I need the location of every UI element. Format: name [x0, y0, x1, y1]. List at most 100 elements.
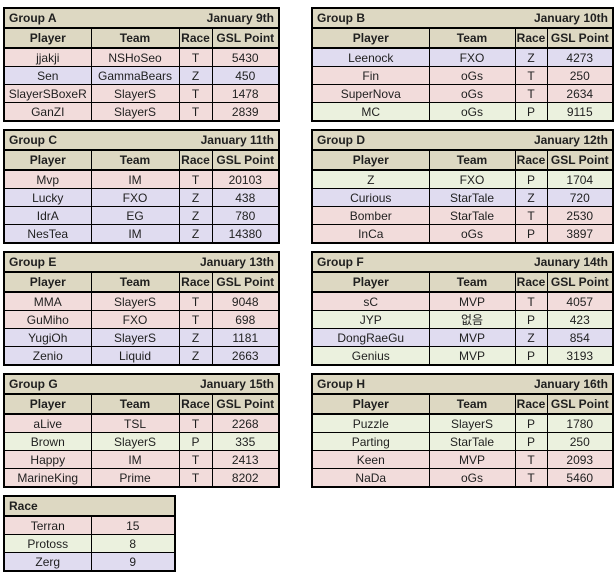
group-name: Group E [9, 255, 57, 269]
team-cell: TSL [90, 413, 180, 433]
group-title-row: Group H January 16th [311, 373, 614, 395]
race-cell: P [514, 310, 548, 329]
gsl-point-cell: 2839 [211, 102, 280, 122]
column-header-team: Team [90, 27, 180, 49]
player-cell: MarineKing [3, 468, 92, 488]
race-cell: T [178, 84, 213, 103]
table-row: YugiOh SlayerS Z 1181 [3, 328, 280, 347]
column-header-team: Team [428, 149, 516, 171]
column-header-team: Team [90, 149, 180, 171]
column-header-row: Player Team Race GSL Point [311, 393, 614, 415]
column-header-player: Player [3, 27, 92, 49]
race-summary-title: Race [9, 499, 38, 513]
player-cell: Curious [311, 188, 430, 207]
team-cell: Prime [90, 468, 180, 488]
player-cell: SuperNova [311, 84, 430, 103]
race-cell: T [514, 291, 548, 311]
player-cell: NaDa [311, 468, 430, 488]
gsl-point-cell: 5430 [211, 47, 280, 67]
race-cell: P [514, 413, 548, 433]
player-cell: Mvp [3, 169, 92, 189]
gsl-point-cell: 2634 [546, 84, 614, 103]
player-cell: YugiOh [3, 328, 92, 347]
team-cell: SlayerS [90, 328, 180, 347]
player-cell: Genius [311, 346, 430, 366]
player-cell: Lucky [3, 188, 92, 207]
race-cell: T [514, 84, 548, 103]
column-header-row: Player Team Race GSL Point [3, 271, 280, 293]
gsl-point-cell: 14380 [211, 224, 280, 244]
column-header-team: Team [90, 393, 180, 415]
group-date: January 11th [200, 133, 274, 147]
table-row: Zenio Liquid Z 2663 [3, 346, 280, 366]
gsl-point-cell: 8202 [211, 468, 280, 488]
table-row: Leenock FXO Z 4273 [311, 47, 614, 67]
player-cell: Parting [311, 432, 430, 451]
gsl-point-cell: 3193 [546, 346, 614, 366]
race-cell: Z [514, 47, 548, 67]
race-cell: T [178, 47, 213, 67]
gsl-point-cell: 720 [546, 188, 614, 207]
table-row: Zerg 9 [3, 552, 176, 572]
race-cell: P [514, 169, 548, 189]
race-cell: T [178, 310, 213, 329]
gsl-point-cell: 1181 [211, 328, 280, 347]
player-cell: NesTea [3, 224, 92, 244]
count-cell: 15 [90, 515, 176, 535]
race-cell: Z [178, 206, 213, 225]
table-row: Genius MVP P 3193 [311, 346, 614, 366]
gsl-point-cell: 698 [211, 310, 280, 329]
group-name: Group B [317, 11, 365, 25]
team-cell: NSHoSeo [90, 47, 180, 67]
table-row: Parting StarTale P 250 [311, 432, 614, 451]
race-name-cell: Zerg [3, 552, 92, 572]
group-date: January 12th [533, 133, 608, 147]
group-g-table: Group G January 15th Player Team Race GS… [3, 373, 280, 488]
group-title-row: Group A January 9th [3, 7, 280, 29]
column-header-gsl-point: GSL Point [211, 149, 280, 171]
race-cell: Z [178, 224, 213, 244]
column-header-race: Race [178, 271, 213, 293]
gsl-point-cell: 250 [546, 432, 614, 451]
team-cell: StarTale [428, 206, 516, 225]
gsl-point-cell: 780 [211, 206, 280, 225]
team-cell: GammaBears [90, 66, 180, 85]
gsl-point-cell: 250 [546, 66, 614, 85]
team-cell: oGs [428, 66, 516, 85]
race-summary-title-cell: Race [3, 495, 176, 517]
gsl-point-cell: 4273 [546, 47, 614, 67]
column-header-race: Race [178, 27, 213, 49]
column-header-player: Player [3, 149, 92, 171]
group-title-cell: Group G January 15th [3, 373, 280, 395]
group-date: January 15th [199, 377, 274, 391]
player-cell: JYP [311, 310, 430, 329]
column-header-race: Race [178, 149, 213, 171]
column-header-race: Race [514, 393, 548, 415]
race-cell: T [514, 66, 548, 85]
gsl-point-cell: 20103 [211, 169, 280, 189]
table-row: Z FXO P 1704 [311, 169, 614, 189]
gsl-point-cell: 3897 [546, 224, 614, 244]
player-cell: Puzzle [311, 413, 430, 433]
group-title-row: Group D January 12th [311, 129, 614, 151]
team-cell: 없음 [428, 310, 516, 329]
team-cell: FXO [90, 310, 180, 329]
team-cell: MVP [428, 291, 516, 311]
player-cell: Brown [3, 432, 92, 451]
race-cell: T [178, 169, 213, 189]
table-row: Protoss 8 [3, 534, 176, 553]
column-header-row: Player Team Race GSL Point [311, 149, 614, 171]
table-row: MMA SlayerS T 9048 [3, 291, 280, 311]
column-header-row: Player Team Race GSL Point [311, 271, 614, 293]
table-row: MC oGs P 9115 [311, 102, 614, 122]
table-row: IdrA EG Z 780 [3, 206, 280, 225]
race-cell: T [514, 206, 548, 225]
group-title-row: Group F Jaunary 14th [311, 251, 614, 273]
team-cell: IM [90, 169, 180, 189]
race-cell: T [178, 413, 213, 433]
player-cell: MMA [3, 291, 92, 311]
team-cell: MVP [428, 346, 516, 366]
table-row: InCa oGs P 3897 [311, 224, 614, 244]
table-row: Lucky FXO Z 438 [3, 188, 280, 207]
group-name: Group C [9, 133, 57, 147]
